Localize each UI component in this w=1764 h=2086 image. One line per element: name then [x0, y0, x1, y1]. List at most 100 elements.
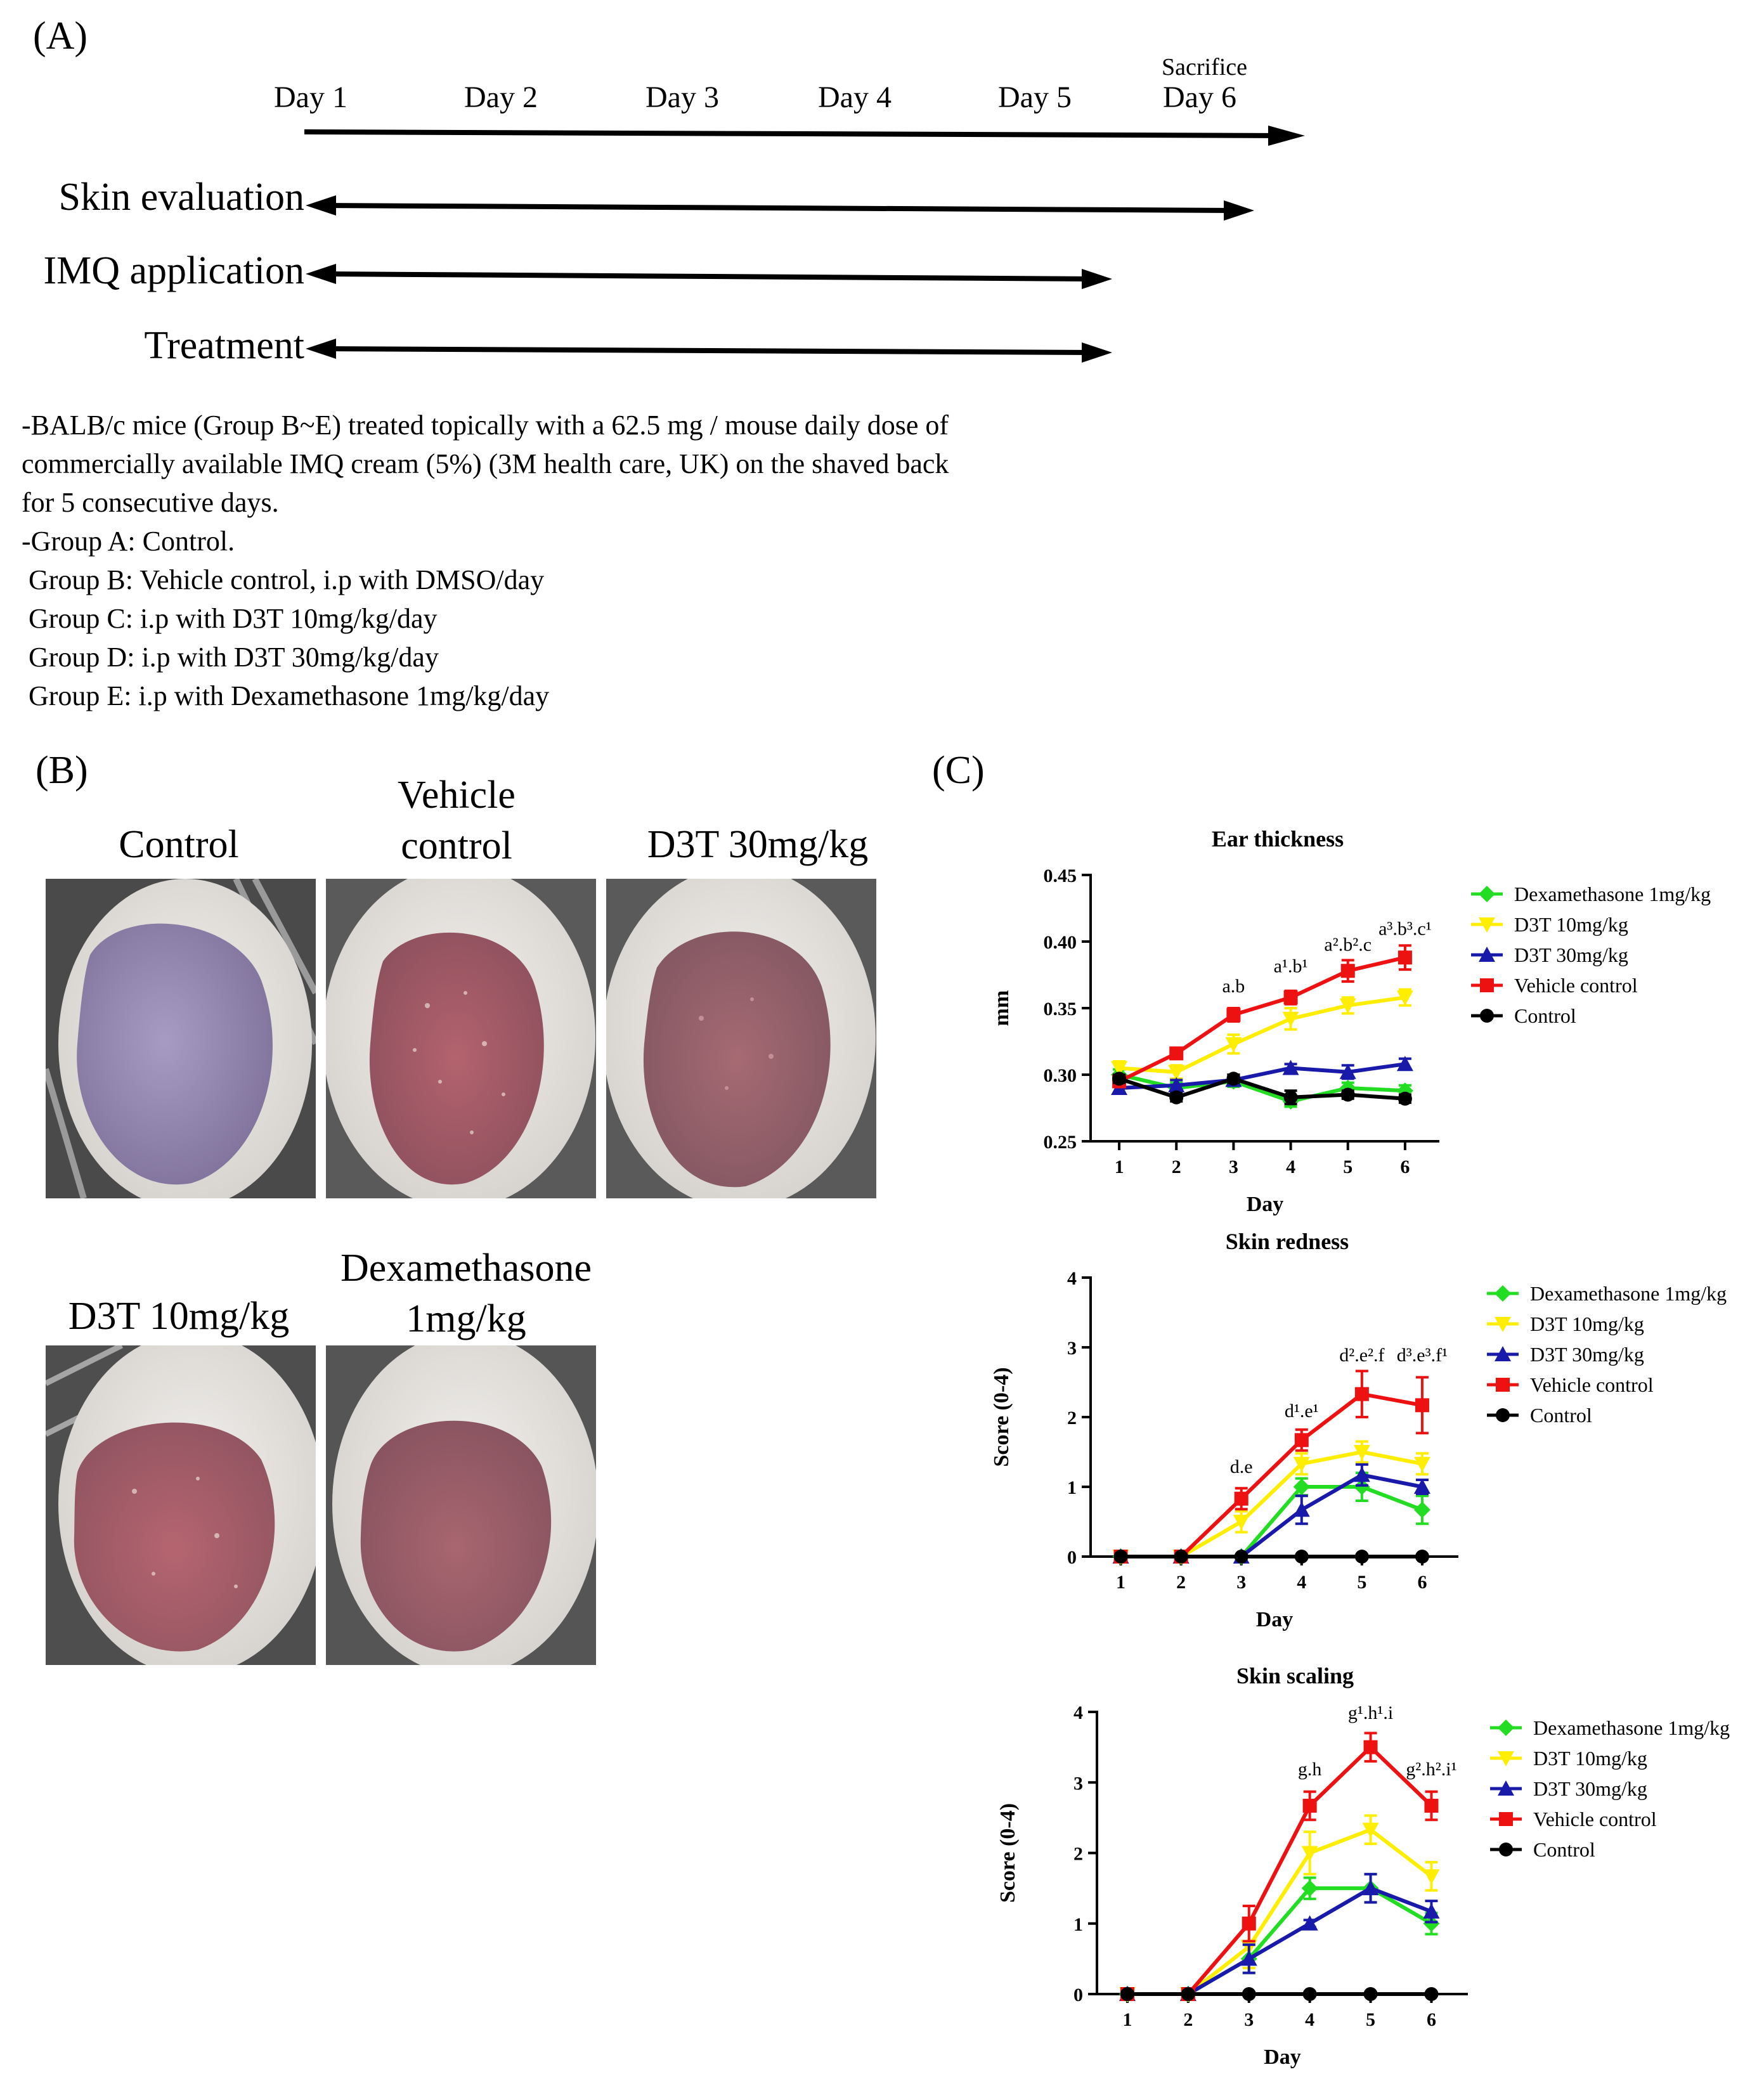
- y-tick-label: 2: [1073, 1844, 1083, 1865]
- x-tick-label: 6: [1427, 2009, 1436, 2030]
- data-point: [1424, 1798, 1439, 1813]
- day-6-label: Day 6: [1163, 81, 1236, 114]
- data-point: [1226, 1007, 1241, 1022]
- row-label-treatment: Treatment: [144, 324, 304, 367]
- significance-annotation: a².b².c: [1324, 935, 1372, 956]
- x-tick-label: 1: [1122, 2009, 1132, 2030]
- legend-marker: [1479, 947, 1495, 962]
- legend-entry: Control: [1471, 1004, 1576, 1027]
- x-axis-label: Day: [1247, 1193, 1284, 1216]
- description-line: Group E: i.p with Dexamethasone 1mg/kg/d…: [22, 680, 550, 711]
- data-point: [1301, 1915, 1318, 1931]
- legend-label: Vehicle control: [1533, 1808, 1657, 1830]
- legend-entry: D3T 30mg/kg: [1490, 1777, 1647, 1800]
- row-label-skin-evaluation: Skin evaluation: [58, 176, 304, 219]
- description-line: Group D: i.p with D3T 30mg/kg/day: [22, 642, 439, 673]
- legend-label: D3T 10mg/kg: [1530, 1312, 1644, 1335]
- data-point: [1283, 1090, 1298, 1105]
- legend-entry: Control: [1490, 1838, 1595, 1861]
- legend-label: D3T 30mg/kg: [1533, 1777, 1647, 1800]
- significance-annotation: d¹.e¹: [1285, 1401, 1319, 1422]
- series-line: [1118, 956, 1406, 1084]
- panel-a-label: (A): [33, 15, 88, 58]
- legend-marker: [1495, 1346, 1511, 1361]
- y-axis-label: Score (0-4): [990, 1367, 1013, 1467]
- description-line: -BALB/c mice (Group B~E) treated topical…: [22, 410, 949, 441]
- y-tick-label: 3: [1073, 1773, 1083, 1794]
- x-tick-label: 5: [1366, 2009, 1375, 2030]
- series-line: [1127, 1744, 1433, 1996]
- legend-marker: [1479, 886, 1495, 902]
- photo-title-d3t-30: D3T 30mg/kg: [647, 823, 869, 866]
- skin-redness-chart: Skin redness 0 1 2 3 4 1 2 3 4 5 6 Day Score (0-4) d.e…: [990, 1229, 1727, 1631]
- photo-d3t-10: [46, 1345, 316, 1665]
- series-line: [1119, 1077, 1406, 1101]
- y-tick-label: 3: [1067, 1338, 1077, 1359]
- legend-entry: Dexamethasone 1mg/kg: [1487, 1282, 1727, 1305]
- data-point: [1413, 1501, 1430, 1519]
- x-tick-label: 5: [1343, 1156, 1352, 1177]
- data-point: [1226, 1072, 1241, 1086]
- data-point: [1169, 1090, 1184, 1105]
- legend-marker: [1499, 1812, 1513, 1826]
- legend-marker: [1498, 1780, 1514, 1796]
- y-axis-label: mm: [990, 990, 1013, 1027]
- y-tick-label: 0.40: [1044, 932, 1077, 953]
- significance-annotation: g.h: [1298, 1759, 1322, 1780]
- data-point: [1423, 1915, 1440, 1932]
- legend-marker: [1499, 1843, 1513, 1856]
- series-line: [1120, 1473, 1423, 1558]
- data-point: [1398, 1091, 1412, 1106]
- protocol-description: -BALB/c mice (Group B~E) treated topical…: [22, 406, 949, 715]
- data-point: [1362, 1880, 1379, 1896]
- series-vehicle-control: [1112, 944, 1412, 1089]
- y-tick-label: 0.25: [1044, 1132, 1077, 1153]
- series-control: [1112, 1072, 1412, 1106]
- y-tick-label: 1: [1067, 1477, 1077, 1498]
- data-point: [1423, 1869, 1440, 1885]
- legend-entry: Dexamethasone 1mg/kg: [1490, 1716, 1730, 1739]
- photo-title-dexamethasone: Dexamethasone 1mg/kg: [340, 1247, 592, 1340]
- x-axis-label: Day: [1264, 2045, 1301, 2069]
- panel-b-label: (B): [36, 749, 88, 792]
- legend-label: Control: [1530, 1404, 1592, 1427]
- legend-label: D3T 30mg/kg: [1514, 943, 1628, 966]
- legend-marker: [1498, 1720, 1514, 1736]
- legend-entry: Control: [1487, 1404, 1592, 1427]
- data-point: [1283, 990, 1298, 1005]
- chart-title: Skin redness: [1226, 1229, 1349, 1254]
- legend-marker: [1479, 917, 1495, 933]
- timeline-arrows: [304, 126, 1305, 363]
- data-point: [1339, 998, 1356, 1014]
- data-point: [1398, 950, 1412, 965]
- data-point: [1362, 1822, 1379, 1838]
- data-point: [1294, 1550, 1309, 1564]
- x-tick-label: 2: [1172, 1156, 1181, 1177]
- photo-vehicle-control: [326, 879, 596, 1198]
- x-tick-label: 6: [1417, 1572, 1427, 1593]
- series-line: [1127, 1827, 1433, 1996]
- y-tick-label: 0.30: [1044, 1065, 1077, 1086]
- panel-c-label: (C): [932, 749, 985, 792]
- skin-scaling-chart: Skin scaling 0 1 2 3 4 1 2 3 4 5 6 Day Score (0-4) g.h…: [996, 1663, 1730, 2069]
- significance-annotation: d².e².f: [1339, 1345, 1384, 1366]
- data-point: [1340, 1087, 1355, 1102]
- series-dexamethasone-1mg-kg: [1119, 1872, 1440, 2002]
- series-control: [1120, 1987, 1439, 2001]
- data-point: [1168, 1077, 1185, 1092]
- data-point: [1113, 1550, 1128, 1564]
- imq-application-arrow: [306, 264, 1112, 289]
- series-d3t-10mg-kg: [1112, 1440, 1430, 1565]
- series-line: [1119, 1062, 1406, 1090]
- y-tick-label: 0.35: [1044, 999, 1077, 1020]
- legend-label: Vehicle control: [1530, 1373, 1654, 1396]
- y-tick-label: 1: [1073, 1914, 1083, 1935]
- data-point: [1363, 1740, 1378, 1754]
- legend-marker: [1480, 978, 1494, 992]
- day-1-label: Day 1: [274, 81, 347, 114]
- description-line: Group B: Vehicle control, i.p with DMSO/…: [22, 564, 545, 595]
- legend-marker: [1495, 1317, 1511, 1332]
- data-point: [1282, 1011, 1299, 1027]
- legend-label: Dexamethasone 1mg/kg: [1533, 1716, 1730, 1739]
- photo-title-control: Control: [119, 823, 239, 866]
